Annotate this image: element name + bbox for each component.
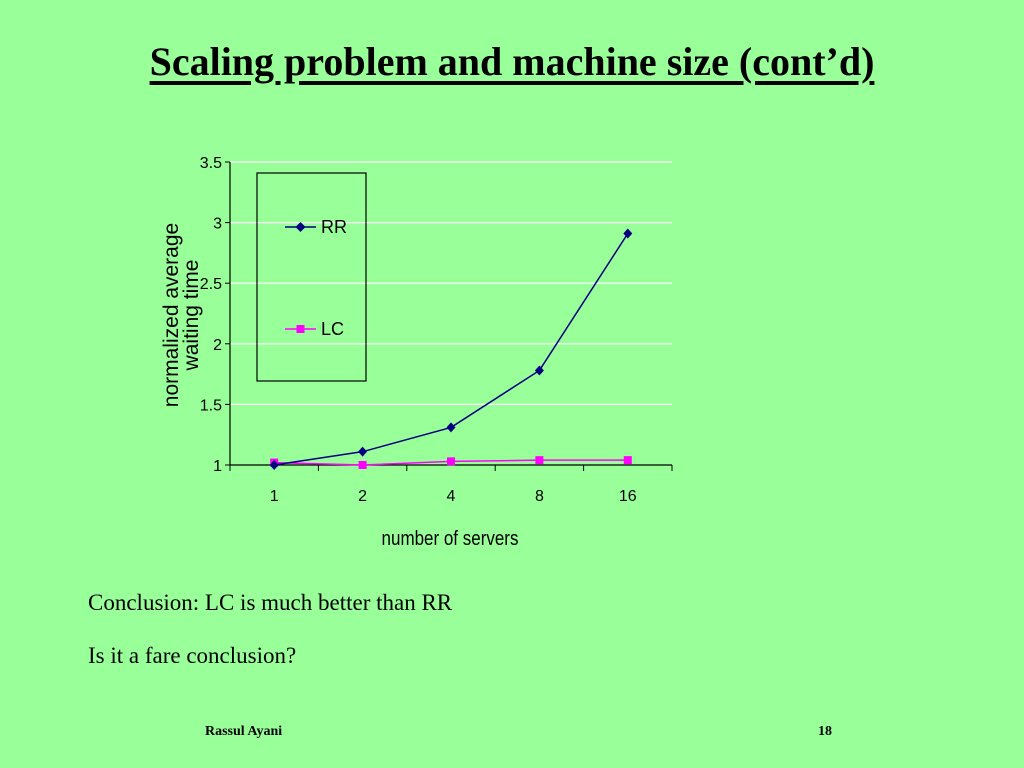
x-tick-label: 8 bbox=[535, 488, 544, 505]
slide-title: Scaling problem and machine size (cont’d… bbox=[149, 39, 875, 84]
y-axis-label-line-2: waiting time bbox=[180, 260, 203, 372]
y-tick-label: 1 bbox=[213, 458, 222, 475]
y-tick-label: 3.5 bbox=[200, 155, 222, 172]
data-point-lc bbox=[535, 456, 544, 465]
data-point-lc bbox=[358, 461, 367, 469]
gridlines bbox=[230, 161, 672, 405]
page-number: 18 bbox=[818, 724, 832, 739]
y-tick-labels: 1 1.5 2 2.5 3 3.5 bbox=[200, 155, 222, 475]
legend-box bbox=[256, 172, 367, 382]
y-tick-label: 1.5 bbox=[200, 397, 222, 414]
data-point-lc bbox=[447, 457, 455, 466]
y-tick-label: 2.5 bbox=[200, 276, 222, 293]
y-tick-label: 2 bbox=[213, 337, 222, 354]
question-text: Is it a fare conclusion? bbox=[88, 643, 297, 668]
footer-author: Rassul Ayani bbox=[205, 724, 283, 739]
x-tick-label: 16 bbox=[619, 488, 637, 505]
y-axis-label-line-1: normalized average bbox=[160, 223, 183, 407]
legend: RR LC bbox=[256, 172, 367, 382]
y-tick-label: 3 bbox=[213, 216, 222, 233]
axes bbox=[225, 161, 673, 471]
legend-rr-marker bbox=[295, 222, 306, 232]
legend-lc-marker bbox=[296, 325, 305, 333]
series bbox=[269, 228, 633, 470]
conclusion-text: Conclusion: LC is much better than RR bbox=[88, 590, 453, 615]
legend-rr-label: RR bbox=[321, 217, 347, 237]
data-point-rr bbox=[358, 446, 368, 457]
data-point-rr bbox=[534, 365, 544, 376]
data-point-rr bbox=[446, 422, 456, 433]
x-axis-label: number of servers bbox=[382, 527, 519, 550]
x-tick-label: 2 bbox=[358, 488, 367, 505]
data-point-rr bbox=[623, 228, 633, 239]
x-tick-labels: 1 2 4 8 16 bbox=[270, 488, 637, 505]
legend-lc-label: LC bbox=[321, 319, 344, 339]
data-point-lc bbox=[623, 456, 632, 465]
x-tick-label: 4 bbox=[447, 488, 456, 505]
data-point-rr bbox=[269, 460, 279, 470]
x-tick-label: 1 bbox=[270, 488, 279, 505]
